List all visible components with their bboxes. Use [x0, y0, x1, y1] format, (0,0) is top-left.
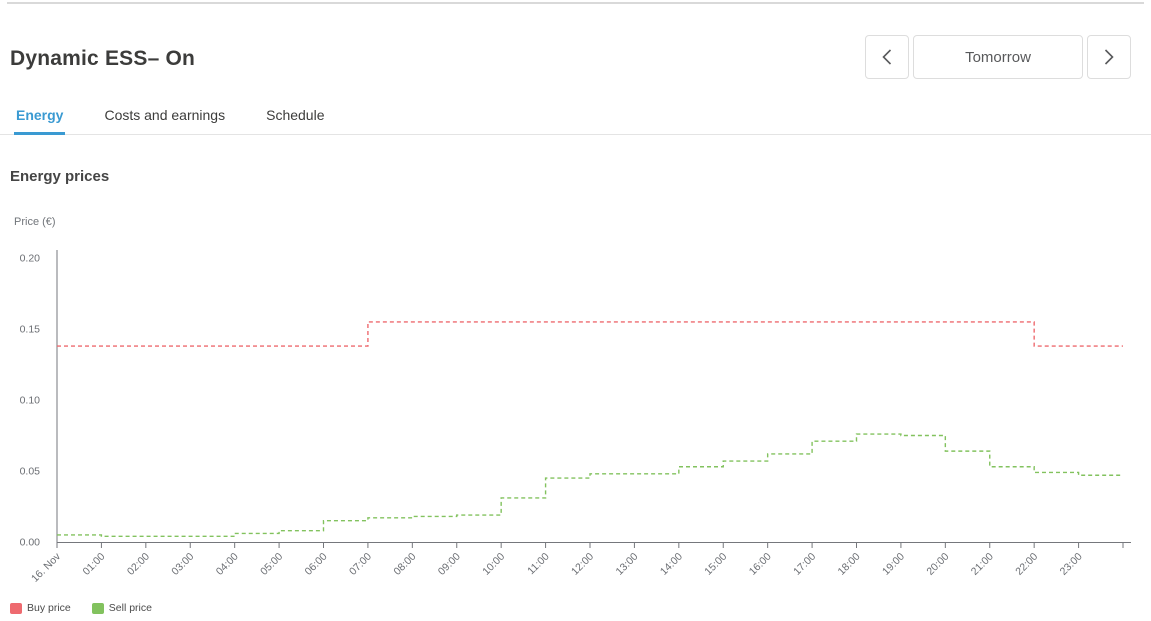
svg-text:14:00: 14:00 — [658, 551, 685, 578]
date-selector-button[interactable]: Tomorrow — [913, 35, 1083, 79]
chevron-right-icon — [1104, 49, 1114, 65]
svg-text:16:00: 16:00 — [747, 551, 774, 578]
svg-text:04:00: 04:00 — [214, 551, 241, 578]
legend-label: Sell price — [108, 602, 152, 614]
legend-item-buy-price[interactable]: Buy price — [10, 602, 71, 614]
legend-label: Buy price — [27, 602, 71, 614]
chart-legend: Buy price Sell price — [10, 602, 152, 614]
svg-text:17:00: 17:00 — [791, 551, 818, 578]
svg-text:22:00: 22:00 — [1013, 551, 1040, 578]
svg-text:07:00: 07:00 — [347, 551, 374, 578]
svg-text:20:00: 20:00 — [924, 551, 951, 578]
energy-prices-chart[interactable]: 0.00 0.05 0.10 0.15 0.20 16. Nov 01:00 02:00 03:… — [0, 245, 1151, 600]
svg-text:11:00: 11:00 — [525, 551, 552, 578]
svg-text:0.20: 0.20 — [20, 253, 41, 265]
svg-text:0.00: 0.00 — [20, 537, 41, 549]
tab-costs-and-earnings[interactable]: Costs and earnings — [104, 107, 226, 123]
svg-text:05:00: 05:00 — [258, 551, 285, 578]
svg-text:12:00: 12:00 — [569, 551, 596, 578]
next-day-button[interactable] — [1087, 35, 1131, 79]
chevron-left-icon — [882, 49, 892, 65]
svg-text:0.15: 0.15 — [20, 324, 41, 336]
prev-day-button[interactable] — [865, 35, 909, 79]
svg-text:19:00: 19:00 — [880, 551, 907, 578]
date-navigator: Tomorrow — [865, 35, 1131, 79]
buy-price-swatch-icon — [10, 602, 22, 614]
sell-price-swatch-icon — [91, 602, 104, 614]
top-divider — [7, 2, 1144, 4]
svg-text:23:00: 23:00 — [1058, 551, 1085, 578]
tab-schedule[interactable]: Schedule — [266, 107, 325, 123]
svg-text:09:00: 09:00 — [436, 551, 463, 578]
svg-text:10:00: 10:00 — [480, 551, 507, 578]
svg-text:08:00: 08:00 — [391, 551, 418, 578]
svg-text:15:00: 15:00 — [702, 551, 729, 578]
tab-bar: Energy Costs and earnings Schedule — [0, 99, 1151, 135]
svg-text:02:00: 02:00 — [125, 551, 152, 578]
svg-text:0.05: 0.05 — [20, 466, 41, 478]
y-axis-title: Price (€) — [14, 216, 56, 228]
svg-text:16. Nov: 16. Nov — [29, 550, 64, 585]
svg-text:21:00: 21:00 — [969, 551, 996, 578]
legend-item-sell-price[interactable]: Sell price — [91, 602, 152, 614]
svg-text:01:00: 01:00 — [80, 551, 107, 578]
svg-text:06:00: 06:00 — [303, 551, 330, 578]
page-title: Dynamic ESS– On — [10, 47, 196, 70]
svg-text:13:00: 13:00 — [613, 551, 640, 578]
svg-text:18:00: 18:00 — [836, 551, 863, 578]
svg-text:03:00: 03:00 — [169, 551, 196, 578]
svg-text:0.10: 0.10 — [20, 395, 41, 407]
tab-energy[interactable]: Energy — [14, 99, 66, 135]
section-title: Energy prices — [10, 168, 110, 185]
